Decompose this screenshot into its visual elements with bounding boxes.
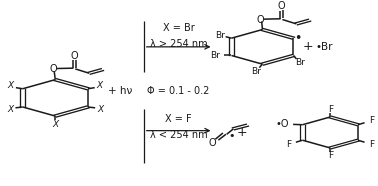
Text: •O: •O	[275, 119, 288, 129]
Text: F: F	[328, 151, 333, 160]
Text: F: F	[369, 140, 374, 149]
Text: X: X	[98, 105, 104, 114]
Text: + hν: + hν	[108, 86, 133, 96]
Text: +: +	[302, 40, 313, 53]
Text: •: •	[228, 132, 234, 142]
Text: Br: Br	[211, 51, 220, 60]
Text: F: F	[286, 140, 291, 149]
Text: O: O	[277, 1, 285, 11]
Text: +: +	[236, 126, 247, 139]
Text: Br: Br	[295, 58, 305, 67]
Text: X: X	[7, 105, 13, 114]
Text: X: X	[8, 81, 14, 90]
Text: X: X	[97, 81, 103, 90]
Text: λ < 254 nm: λ < 254 nm	[150, 130, 207, 140]
Text: O: O	[209, 138, 216, 148]
Text: X: X	[52, 120, 58, 129]
Text: O: O	[70, 51, 78, 61]
Text: •: •	[294, 32, 302, 45]
Text: λ > 254 nm: λ > 254 nm	[150, 39, 207, 49]
Text: O: O	[50, 64, 57, 74]
Text: Br: Br	[215, 31, 225, 40]
Text: F: F	[328, 105, 333, 114]
Text: F: F	[369, 116, 374, 125]
Text: O: O	[257, 15, 264, 25]
Text: Φ = 0.1 - 0.2: Φ = 0.1 - 0.2	[147, 86, 210, 96]
Text: X = F: X = F	[165, 114, 192, 124]
Text: Br: Br	[251, 67, 261, 76]
Text: X = Br: X = Br	[163, 23, 194, 33]
Text: •Br: •Br	[315, 42, 333, 52]
